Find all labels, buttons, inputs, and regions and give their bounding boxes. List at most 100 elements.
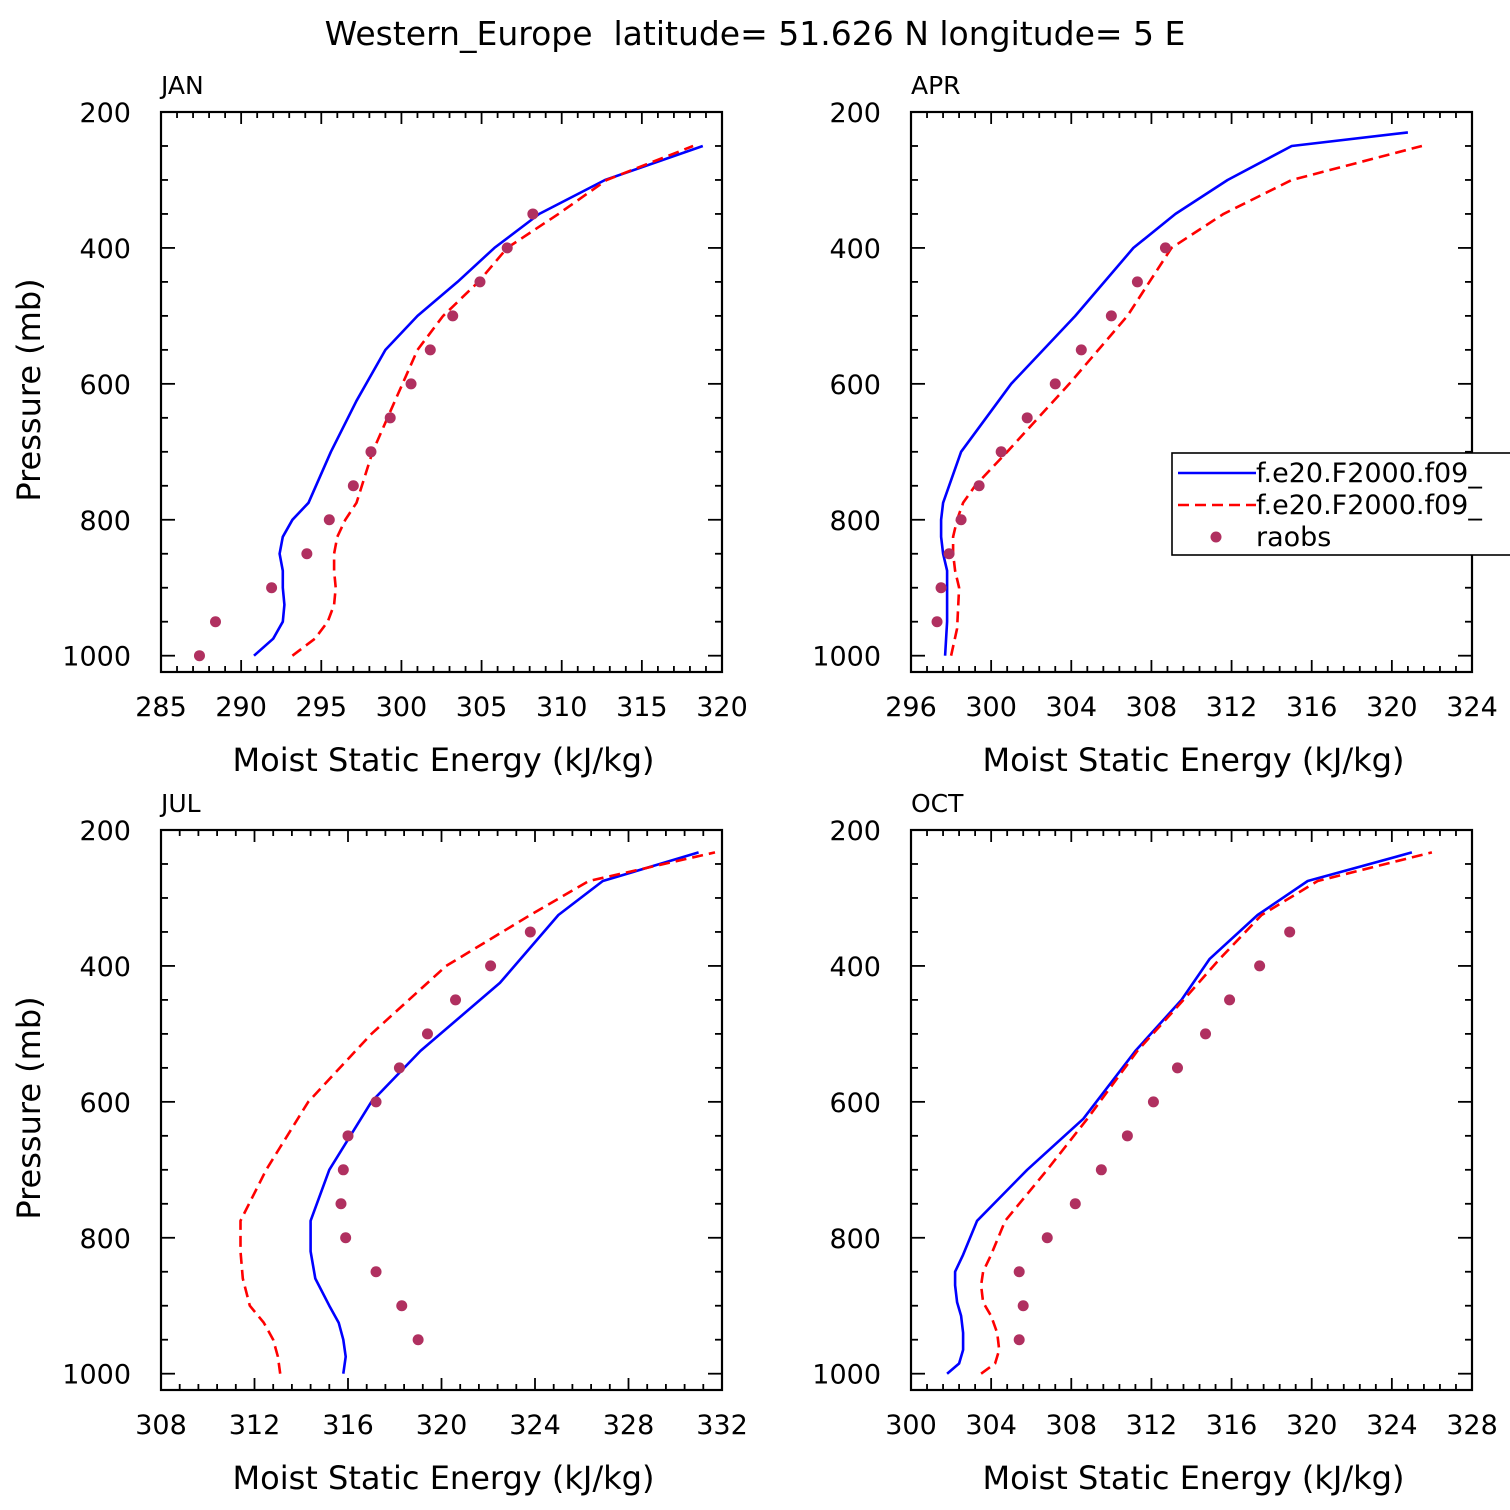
x-tick-label: 315	[616, 692, 668, 723]
plot-frame	[909, 110, 1474, 674]
raobs-point	[209, 616, 221, 628]
x-tick-label: 320	[416, 1410, 468, 1441]
raobs-point	[1224, 994, 1236, 1006]
raobs-point	[335, 1198, 347, 1210]
series-raobs	[931, 242, 1171, 628]
raobs-point	[1105, 310, 1117, 322]
x-tick-label: 332	[696, 1410, 748, 1441]
x-tick-label: 320	[1286, 1410, 1338, 1441]
raobs-point	[340, 1232, 352, 1244]
raobs-point	[424, 344, 436, 356]
raobs-point	[450, 994, 462, 1006]
panel-label: OCT	[911, 789, 964, 818]
x-tick-label: 324	[1366, 1410, 1418, 1441]
series-line-solid	[253, 144, 704, 657]
series-raobs	[193, 208, 539, 662]
raobs-point	[1171, 1062, 1183, 1074]
raobs-point	[501, 242, 513, 254]
y-tick-label: 800	[79, 506, 131, 537]
y-tick-label: 600	[829, 370, 881, 401]
x-tick-label: 308	[1046, 1410, 1098, 1441]
raobs-point	[1075, 344, 1087, 356]
series-line-dashed	[239, 851, 716, 1374]
x-tick-label: 308	[1126, 692, 1178, 723]
x-tick-label: 300	[965, 692, 1017, 723]
series-line-dashed	[979, 851, 1433, 1375]
x-tick-label: 305	[456, 692, 508, 723]
y-tick-label: 600	[79, 370, 131, 401]
raobs-point	[1147, 1096, 1159, 1108]
panel-label: JUL	[159, 789, 201, 818]
raobs-point	[1159, 242, 1171, 254]
raobs-point	[421, 1028, 433, 1040]
raobs-point	[485, 960, 497, 972]
x-tick-label: 316	[1206, 1410, 1258, 1441]
raobs-point	[193, 650, 205, 662]
raobs-point	[301, 548, 313, 560]
x-tick-label: 316	[322, 1410, 374, 1441]
raobs-point	[405, 378, 417, 390]
x-tick-label: 328	[603, 1410, 655, 1441]
y-tick-label: 600	[829, 1088, 881, 1119]
series-line-solid	[939, 131, 1409, 656]
y-tick-label: 200	[829, 98, 881, 129]
panel-jul: JUL 308 312 316 320 324 328 332 200 400 600 800 1000…	[10, 789, 748, 1497]
raobs-point	[447, 310, 459, 322]
series-raobs	[1013, 926, 1296, 1346]
x-axis-label: Moist Static Energy (kJ/kg)	[983, 741, 1405, 779]
x-tick-label: 304	[1046, 692, 1098, 723]
series-line-solid	[309, 851, 699, 1374]
y-tick-label: 1000	[812, 1360, 881, 1391]
legend-box	[1171, 452, 1510, 556]
plot-frame	[159, 110, 724, 674]
raobs-point	[474, 276, 486, 288]
x-tick-label: 324	[1446, 692, 1498, 723]
raobs-point	[995, 446, 1007, 458]
x-tick-label: 316	[1286, 692, 1338, 723]
plot-frame	[909, 828, 1474, 1392]
x-tick-label: 320	[696, 692, 748, 723]
raobs-point	[1013, 1334, 1025, 1346]
x-tick-label: 295	[296, 692, 348, 723]
legend-label: raobs	[1256, 522, 1331, 553]
x-tick-label: 290	[215, 692, 267, 723]
y-tick-label: 800	[829, 1224, 881, 1255]
y-tick-label: 1000	[62, 1360, 131, 1391]
raobs-point	[323, 514, 335, 526]
y-axis-label: Pressure (mb)	[10, 996, 48, 1219]
raobs-point	[1069, 1198, 1081, 1210]
y-tick-label: 400	[829, 952, 881, 983]
y-tick-label: 1000	[812, 642, 881, 673]
x-tick-label: 312	[229, 1410, 281, 1441]
raobs-point	[370, 1096, 382, 1108]
raobs-point	[1049, 378, 1061, 390]
series-raobs	[335, 926, 536, 1346]
x-tick-label: 310	[536, 692, 588, 723]
y-tick-label: 800	[829, 506, 881, 537]
raobs-point	[1131, 276, 1143, 288]
raobs-point	[1013, 1266, 1025, 1278]
raobs-point	[943, 548, 955, 560]
chart-panels: JAN 285 290 295 300 305 310 315 320 200 400 600 800 1…	[10, 71, 1498, 1497]
raobs-point	[412, 1334, 424, 1346]
y-tick-label: 200	[79, 816, 131, 847]
raobs-point	[931, 616, 943, 628]
raobs-point	[347, 480, 359, 492]
raobs-point	[1017, 1300, 1029, 1312]
raobs-point	[1200, 1028, 1212, 1040]
x-tick-label: 304	[965, 1410, 1017, 1441]
x-tick-label: 308	[135, 1410, 187, 1441]
raobs-point	[1254, 960, 1266, 972]
y-tick-label: 600	[79, 1088, 131, 1119]
raobs-point	[935, 582, 947, 594]
series-line-solid	[946, 851, 1413, 1375]
raobs-point	[365, 446, 377, 458]
x-tick-label: 296	[885, 692, 937, 723]
y-tick-label: 800	[79, 1224, 131, 1255]
y-tick-label: 400	[79, 952, 131, 983]
y-tick-label: 200	[79, 98, 131, 129]
series-line-dashed	[949, 144, 1423, 656]
raobs-point	[1095, 1164, 1107, 1176]
